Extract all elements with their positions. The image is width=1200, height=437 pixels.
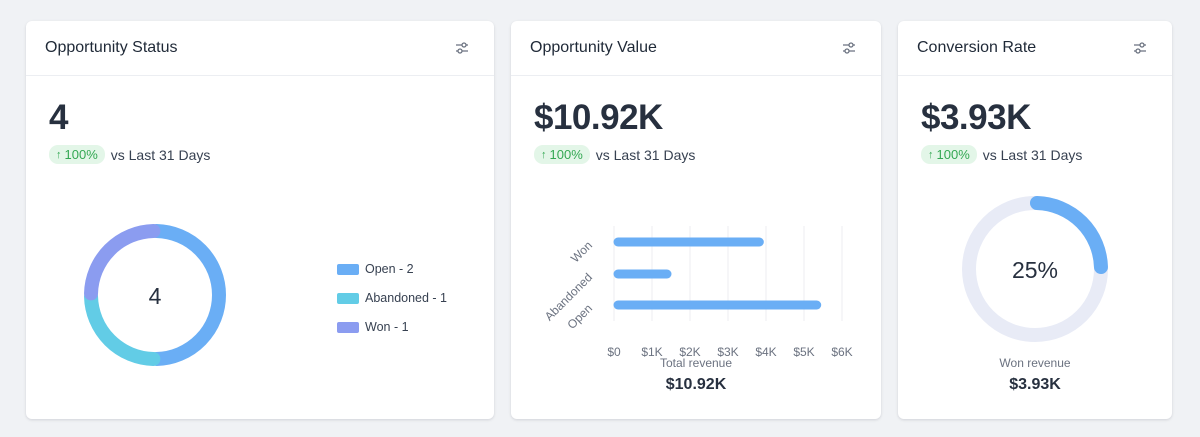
x-tick-label: $6K	[831, 345, 852, 359]
x-tick-label: $1K	[641, 345, 662, 359]
legend-swatch	[337, 263, 359, 275]
card-title: Opportunity Status	[45, 39, 178, 56]
card-title: Conversion Rate	[917, 39, 1037, 56]
delta-badge: ↑ 100%	[49, 145, 105, 164]
delta-row: ↑ 100% vs Last 31 Days	[921, 145, 1082, 164]
delta-period: vs Last 31 Days	[110, 146, 211, 163]
legend-item-open[interactable]: Open - 2	[337, 262, 447, 276]
chart-caption-value: $10.92K	[665, 376, 727, 393]
delta-period: vs Last 31 Days	[982, 146, 1083, 163]
delta-badge: ↑ 100%	[921, 145, 977, 164]
donut-slice-abandoned[interactable]	[84, 289, 161, 366]
donut-legend: Open - 2 Abandoned - 1 Won - 1	[337, 262, 447, 334]
x-tick-label: $4K	[755, 345, 776, 359]
delta-period: vs Last 31 Days	[595, 146, 696, 163]
card-header: Opportunity Status	[26, 21, 494, 76]
legend-label: Won - 1	[365, 320, 409, 334]
card-header: Opportunity Value	[511, 21, 881, 76]
conversion-rate-card: Conversion Rate $3.93K ↑ 100% vs Last 31…	[898, 21, 1172, 419]
delta-row: ↑ 100% vs Last 31 Days	[49, 145, 210, 164]
legend-swatch	[337, 321, 359, 333]
legend-item-won[interactable]: Won - 1	[337, 320, 447, 334]
x-tick-label: $2K	[679, 345, 700, 359]
delta-percent: 100%	[549, 147, 583, 162]
delta-row: ↑ 100% vs Last 31 Days	[534, 145, 695, 164]
gauge-fill	[1029, 196, 1108, 275]
donut-slice-won[interactable]	[84, 224, 161, 301]
metric-value: $3.93K	[921, 98, 1031, 137]
y-category-label: Won	[568, 238, 595, 265]
arrow-up-icon: ↑	[56, 148, 62, 161]
arrow-up-icon: ↑	[541, 148, 547, 161]
x-tick-label: $0	[607, 345, 621, 359]
sliders-icon[interactable]	[450, 36, 474, 60]
delta-percent: 100%	[64, 147, 98, 162]
metric-value: 4	[49, 98, 68, 137]
legend-swatch	[337, 292, 359, 304]
gauge-caption: Won revenue	[999, 356, 1071, 370]
arrow-up-icon: ↑	[928, 148, 934, 161]
donut-center-value: 4	[148, 283, 162, 309]
delta-percent: 100%	[936, 147, 970, 162]
card-header: Conversion Rate	[898, 21, 1172, 76]
sliders-icon[interactable]	[1128, 36, 1152, 60]
legend-item-abandoned[interactable]: Abandoned - 1	[337, 291, 447, 305]
gauge-caption-value: $3.93K	[1009, 376, 1061, 393]
card-title: Opportunity Value	[530, 39, 657, 56]
legend-label: Abandoned - 1	[365, 291, 448, 305]
opportunity-value-card: Opportunity Value $10.92K ↑ 100% vs Last…	[511, 21, 881, 419]
delta-badge: ↑ 100%	[534, 145, 590, 164]
conversion-gauge	[962, 196, 1108, 342]
opportunity-status-card: Opportunity Status 4 ↑ 100% vs Last 31 D…	[26, 21, 494, 419]
legend-label: Open - 2	[365, 262, 414, 276]
status-donut-chart	[84, 224, 226, 366]
chart-caption: Total revenue	[659, 356, 733, 370]
gauge-center-value: 25%	[1011, 257, 1059, 283]
x-tick-label: $5K	[793, 345, 814, 359]
x-tick-label: $3K	[717, 345, 738, 359]
metric-value: $10.92K	[534, 98, 663, 137]
sliders-icon[interactable]	[837, 36, 861, 60]
donut-slice-open[interactable]	[149, 224, 226, 366]
